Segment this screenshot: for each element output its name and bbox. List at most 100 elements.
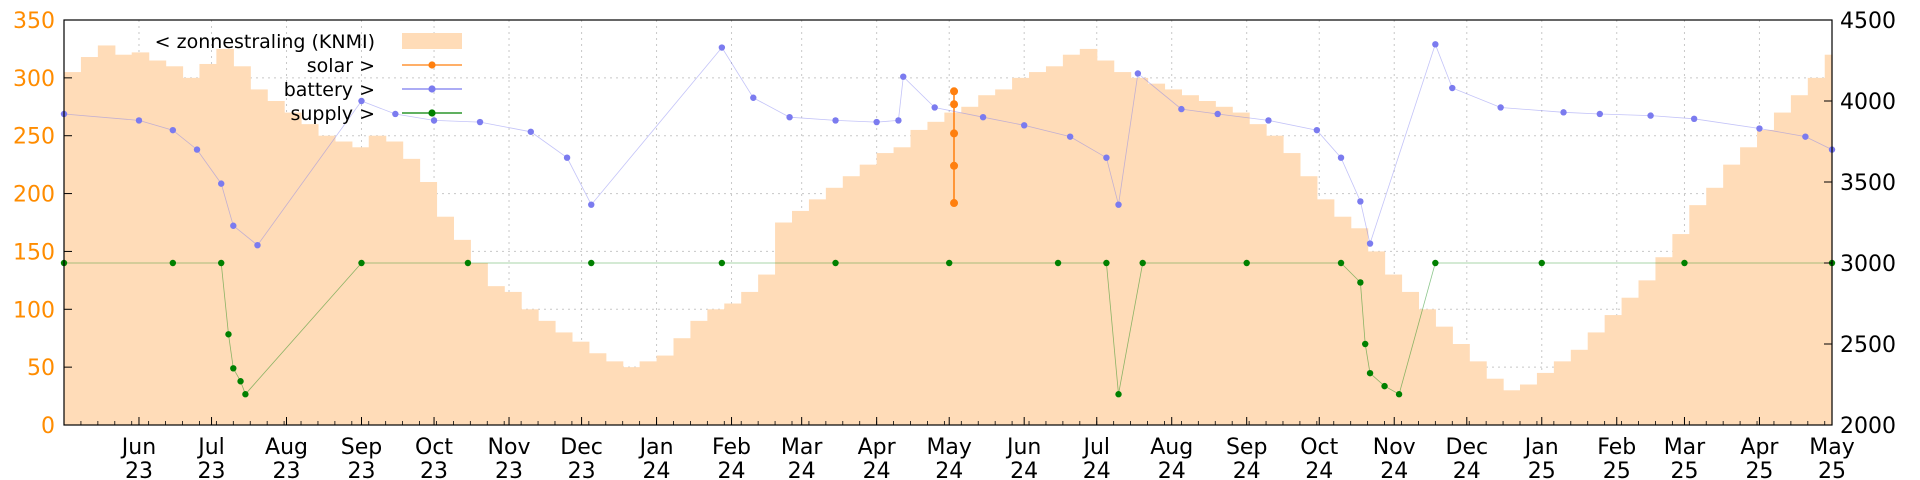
data-point [1066,133,1074,140]
x-tick-month: Aug [1150,435,1193,460]
irradiance-bar [1062,54,1081,425]
x-tick-month: Sep [341,435,382,460]
data-point [1337,154,1345,161]
x-tick-year: 25 [1670,459,1698,480]
irradiance-bar [402,158,421,425]
series-line [64,262,1832,395]
x-tick-year: 23 [198,459,226,480]
x-tick-year: 23 [495,459,523,480]
irradiance-bar [707,309,725,425]
irradiance-bar [334,141,353,425]
plot-frame [63,19,1833,426]
irradiance-bar [470,263,488,425]
x-tick-month: Apr [858,435,897,460]
data-point [527,128,534,135]
irradiance-bar [284,112,302,426]
x-tick-year: 23 [347,459,375,480]
data-point [950,199,959,208]
irradiance-bar [1130,77,1149,425]
y-left-tick-label: 250 [13,125,55,150]
irradiance-bar [1807,77,1826,425]
data-point [950,87,959,96]
x-tick-month: Aug [265,435,308,460]
y-left-tick-label: 200 [13,183,55,208]
x-tick-year: 25 [1818,459,1846,480]
irradiance-bar [1672,234,1690,425]
data-point [1647,112,1654,119]
irradiance-bar [1570,349,1589,425]
data-point [588,259,595,267]
irradiance-bar [521,309,539,425]
irradiance-bar [758,274,776,425]
data-point [1432,259,1439,267]
x-tick-month: Oct [415,435,453,460]
irradiance-bar [1689,205,1707,425]
irradiance-bar [1299,176,1318,425]
irradiance-bar [673,338,692,425]
x-tick-month: Dec [560,435,603,460]
legend-swatch-point [428,61,436,69]
data-point [1020,122,1028,129]
legend: < zonnestraling (KNMI)solar >battery >su… [155,31,462,125]
irradiance-bar [1773,112,1792,426]
data-point [476,118,484,126]
data-point [1362,340,1369,348]
bars-layer [64,45,1833,426]
irradiance-bar [588,353,607,425]
x-tick-year: 24 [788,459,816,480]
irradiance-bar [1655,257,1673,425]
data-point [1497,104,1504,111]
irradiance-bar [1282,153,1301,426]
irradiance-bar [351,147,370,426]
x-tick-month: Jul [1081,435,1110,460]
data-point [1802,133,1809,140]
x-tick-month: Dec [1446,435,1489,460]
irradiance-bar [1384,274,1403,425]
irradiance-bar [927,121,945,425]
points-layer [60,41,1836,398]
irradiance-bar [808,199,827,425]
irradiance-bar [1012,77,1030,425]
data-point [464,259,472,267]
irradiance-bar [317,135,336,425]
irradiance-bar [1638,280,1657,425]
x-tick-year: 24 [1305,459,1333,480]
irradiance-bar [1401,291,1420,425]
irradiance-bar [1418,309,1436,425]
irradiance-bar [165,66,184,426]
irradiance-bar [961,106,979,426]
irradiance-bar [1604,315,1623,425]
data-point [230,365,237,372]
data-point [1381,382,1388,390]
data-point [1756,125,1763,132]
irradiance-bar [250,89,268,425]
y-right-tick-label: 2000 [1840,414,1896,439]
irradiance-bar [1316,199,1335,425]
data-point [169,126,177,134]
data-point [950,100,959,109]
data-point [1214,110,1221,118]
x-tick-year: 23 [568,459,596,480]
irradiance-bar [1350,228,1369,425]
irradiance-bar [1232,112,1250,426]
data-point [718,44,726,51]
irradiance-bar [554,332,573,425]
data-point [1538,259,1545,267]
x-tick-year: 23 [420,459,448,480]
data-point [254,241,261,249]
data-point [230,222,237,229]
y-left-tick-label: 150 [13,240,55,265]
y-left-tick-label: 350 [13,9,55,34]
x-tick-year: 24 [643,459,671,480]
irradiance-bar [1503,390,1521,425]
irradiance-bar [876,153,895,426]
irradiance-bar [1164,89,1182,425]
irradiance-bar [368,135,387,425]
irradiance-bar [1486,378,1504,425]
x-tick-month: Nov [488,435,531,460]
irradiance-bar [1266,135,1284,425]
data-point [1449,84,1456,92]
irradiance-bar [1096,60,1115,425]
irradiance-bar [605,361,624,425]
